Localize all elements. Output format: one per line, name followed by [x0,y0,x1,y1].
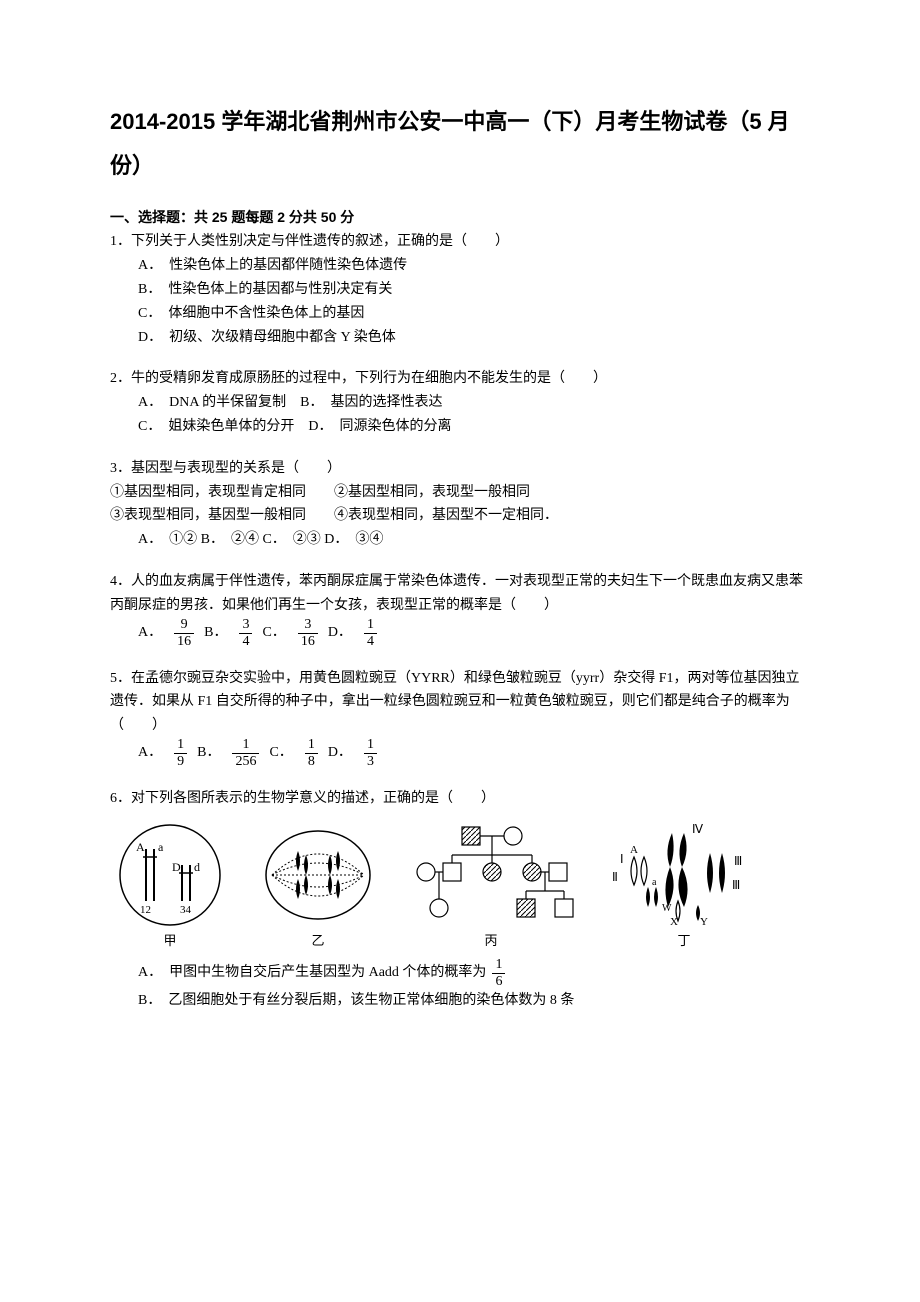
section-heading: 一、选择题：共 25 题每题 2 分共 50 分 [110,206,810,228]
q5-option-d-fraction: 13 [364,738,377,769]
fig-ding-label-W: W [662,903,672,914]
figure-ding-svg: A a W X Y Ⅱ Ⅰ Ⅲ Ⅲ Ⅳ [604,821,764,929]
q4-option-a-fraction: 916 [174,618,194,649]
q6-a-num: 1 [492,958,505,974]
q4-option-b-fraction: 34 [239,618,252,649]
q5-b-num: 1 [232,738,259,754]
q1-option-b: B． 性染色体上的基因都与性别决定有关 [138,278,810,302]
q4-a-num: 9 [174,618,194,634]
figure-yi: 乙 [258,821,378,952]
q4-c-den: 16 [298,634,318,649]
figure-yi-svg [258,821,378,929]
figure-jia-svg: A a D d 12 34 [110,821,230,929]
fig-jia-label-a: a [158,840,164,854]
fig-jia-label-A: A [136,840,145,854]
question-6: 6．对下列各图所表示的生物学意义的描述，正确的是（ ） A a D d 12 3… [110,787,810,1012]
q4-c-num: 3 [298,618,318,634]
question-2: 2．牛的受精卵发育成原肠胚的过程中，下列行为在细胞内不能发生的是（ ） A． D… [110,367,810,438]
q4-option-c-fraction: 316 [298,618,318,649]
fig-ding-label-II-left: Ⅱ [612,870,618,884]
figure-ding: A a W X Y Ⅱ Ⅰ Ⅲ Ⅲ Ⅳ 丁 [604,821,764,952]
q5-stem: 5．在孟德尔豌豆杂交实验中，用黄色圆粒豌豆（YYRR）和绿色皱粒豌豆（yyrr）… [110,667,810,738]
q5-option-d-label: D． [328,739,352,767]
figure-jia: A a D d 12 34 甲 [110,821,230,952]
question-1: 1．下列关于人类性别决定与伴性遗传的叙述，正确的是（ ） A． 性染色体上的基因… [110,230,810,349]
q2-options-ab: A． DNA 的半保留复制 B． 基因的选择性表达 [138,391,810,415]
q5-a-den: 9 [174,754,187,769]
q4-d-den: 4 [364,634,377,649]
q5-option-a-fraction: 19 [174,738,187,769]
q5-b-den: 256 [232,754,259,769]
fig-jia-label-d: d [194,860,200,874]
q5-d-den: 3 [364,754,377,769]
fig-ding-label-a: a [652,877,657,888]
figure-bing: 丙 [406,821,576,952]
question-5: 5．在孟德尔豌豆杂交实验中，用黄色圆粒豌豆（YYRR）和绿色皱粒豌豆（yyrr）… [110,667,810,769]
fig-jia-label-12: 12 [140,904,151,916]
q6-a-den: 6 [492,974,505,989]
q4-option-b-label: B． [204,619,227,647]
q4-option-d-label: D． [328,619,352,647]
fig-ding-label-Y: Y [700,916,708,928]
q5-d-num: 1 [364,738,377,754]
figure-jia-caption: 甲 [110,931,230,952]
q2-options-cd: C． 姐妹染色单体的分开 D． 同源染色体的分离 [138,415,810,439]
q4-b-num: 3 [239,618,252,634]
q4-b-den: 4 [239,634,252,649]
q5-option-c-fraction: 18 [305,738,318,769]
q5-option-b-fraction: 1256 [232,738,259,769]
q5-c-num: 1 [305,738,318,754]
q4-a-den: 16 [174,634,194,649]
figure-yi-caption: 乙 [258,931,378,952]
fig-ding-label-I: Ⅰ [620,852,624,866]
q5-option-a-label: A． [138,739,162,767]
q6-option-b: B． 乙图细胞处于有丝分裂后期，该生物正常体细胞的染色体数为 8 条 [138,989,810,1013]
figure-ding-caption: 丁 [604,931,764,952]
q3-options: A． ①② B． ②④ C． ②③ D． ③④ [110,528,810,552]
fig-ding-label-III-right2: Ⅲ [732,878,740,892]
q6-option-a-text: A． 甲图中生物自交后产生基因型为 Aadd 个体的概率为 [138,958,486,989]
q4-option-d-fraction: 14 [364,618,377,649]
q1-option-d: D． 初级、次级精母细胞中都含 Y 染色体 [138,326,810,350]
q3-line-1: ①基因型相同，表现型肯定相同 ②基因型相同，表现型一般相同 [110,481,810,505]
q5-option-c-label: C． [269,739,292,767]
q5-option-b-label: B． [197,739,220,767]
fig-ding-label-IV: Ⅳ [692,822,703,836]
q3-line-2: ③表现型相同，基因型一般相同 ④表现型相同，基因型不一定相同． [110,504,810,528]
fig-jia-label-34: 34 [180,904,192,916]
fig-jia-label-D: D [172,860,181,874]
q1-stem: 1．下列关于人类性别决定与伴性遗传的叙述，正确的是（ ） [110,230,810,254]
q4-stem: 4．人的血友病属于伴性遗传，苯丙酮尿症属于常染色体遗传．一对表现型正常的夫妇生下… [110,570,810,618]
q2-stem: 2．牛的受精卵发育成原肠胚的过程中，下列行为在细胞内不能发生的是（ ） [110,367,810,391]
figure-bing-svg [406,821,576,929]
q5-c-den: 8 [305,754,318,769]
fig-ding-label-A: A [630,844,638,856]
question-3: 3．基因型与表现型的关系是（ ） ①基因型相同，表现型肯定相同 ②基因型相同，表… [110,457,810,552]
q1-option-a: A． 性染色体上的基因都伴随性染色体遗传 [138,254,810,278]
q4-d-num: 1 [364,618,377,634]
q3-stem: 3．基因型与表现型的关系是（ ） [110,457,810,481]
question-4: 4．人的血友病属于伴性遗传，苯丙酮尿症属于常染色体遗传．一对表现型正常的夫妇生下… [110,570,810,649]
figure-bing-caption: 丙 [406,931,576,952]
q1-option-c: C． 体细胞中不含性染色体上的基因 [138,302,810,326]
q5-a-num: 1 [174,738,187,754]
q6-option-a-fraction: 16 [492,958,505,989]
q6-stem: 6．对下列各图所表示的生物学意义的描述，正确的是（ ） [110,787,810,811]
q4-option-a-label: A． [138,619,162,647]
page-title: 2014-2015 学年湖北省荆州市公安一中高一（下）月考生物试卷（5 月份） [110,100,810,188]
fig-ding-label-III-right: Ⅲ [734,854,742,868]
fig-ding-label-X: X [670,916,678,928]
q6-figures: A a D d 12 34 甲 [110,821,810,952]
q4-option-c-label: C． [262,619,285,647]
